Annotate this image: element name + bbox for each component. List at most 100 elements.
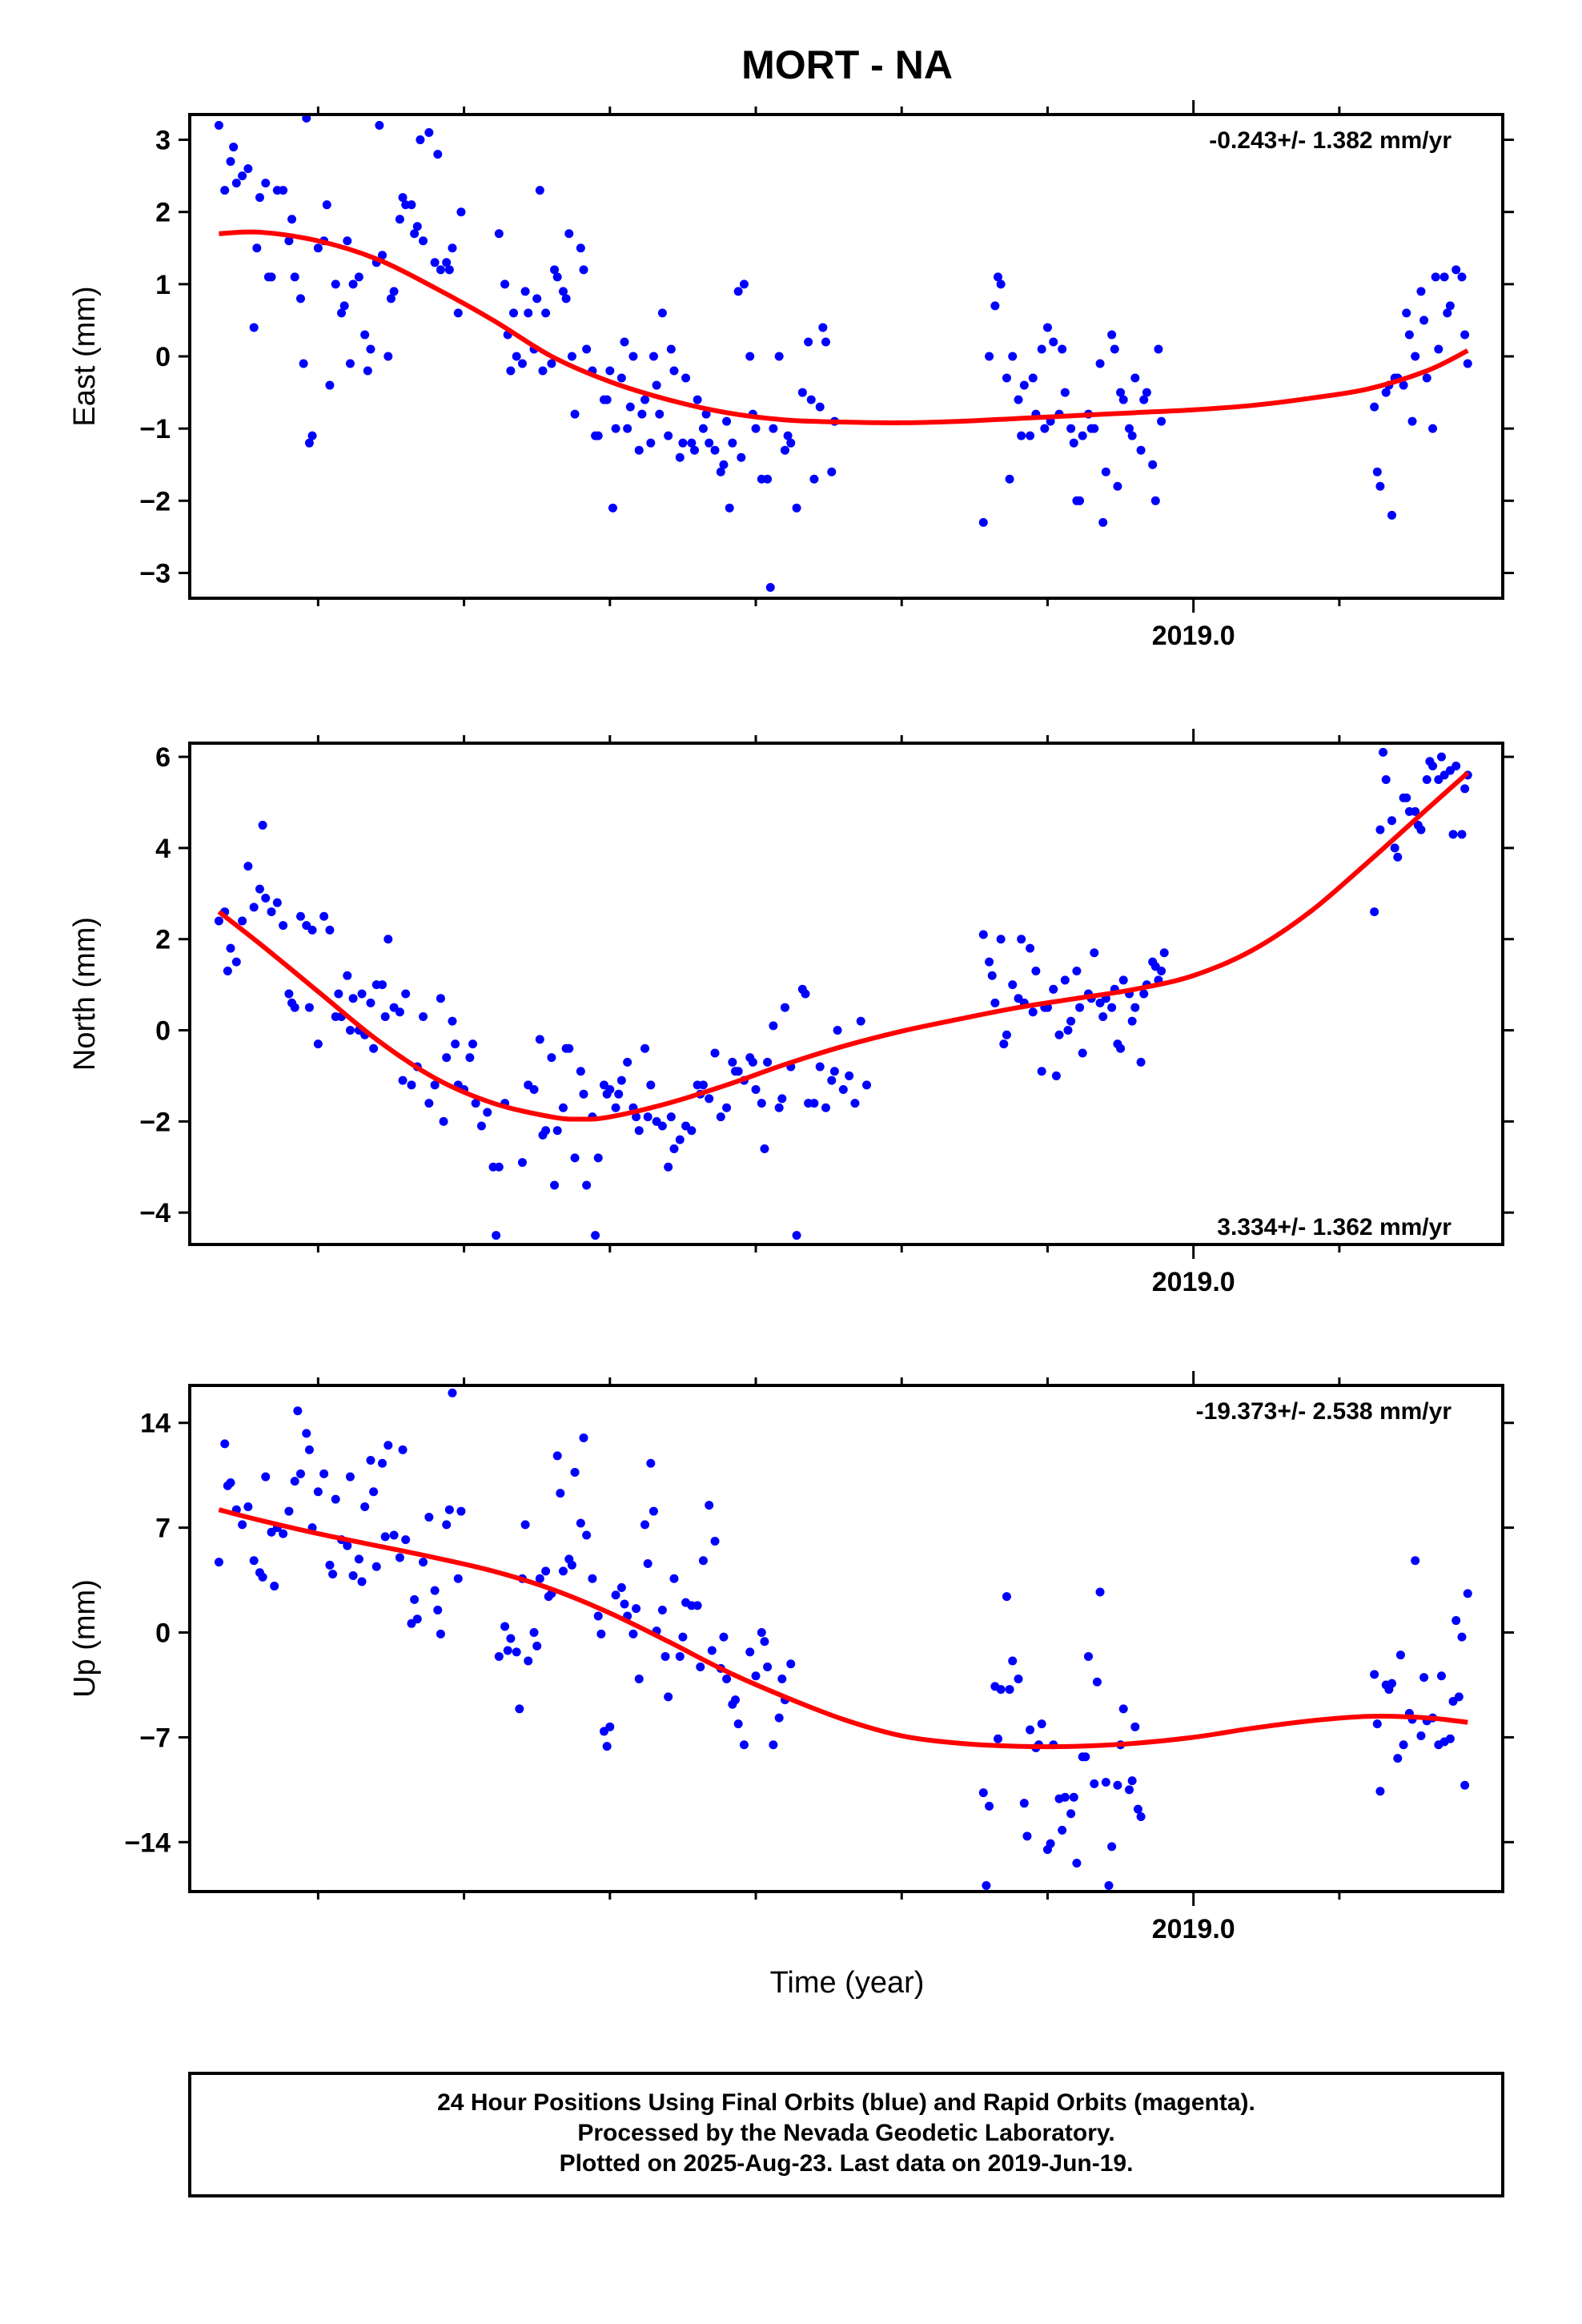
data-point <box>1136 1812 1146 1822</box>
data-point <box>1452 761 1461 770</box>
data-point <box>719 1632 729 1642</box>
y-tick-label: 2 <box>155 198 171 228</box>
data-point <box>669 1574 679 1583</box>
data-point <box>1139 989 1149 999</box>
data-point <box>769 1740 778 1750</box>
data-point <box>774 1103 784 1112</box>
data-point <box>643 1112 652 1122</box>
data-point <box>249 903 259 912</box>
data-point <box>1154 344 1163 354</box>
data-point <box>722 1674 732 1683</box>
data-point <box>1017 431 1026 440</box>
data-point <box>1051 1071 1061 1080</box>
data-point <box>357 1577 367 1586</box>
data-point <box>1028 1007 1038 1017</box>
data-point <box>623 424 632 433</box>
data-point <box>468 1039 478 1049</box>
x-tick-label: 2019.0 <box>1152 1267 1235 1297</box>
data-point <box>675 1651 685 1661</box>
data-point <box>1157 416 1166 426</box>
data-point <box>436 265 445 275</box>
data-point <box>611 1103 620 1112</box>
data-point <box>1008 352 1018 361</box>
data-point <box>1443 308 1452 318</box>
data-point <box>567 1560 576 1570</box>
data-point <box>1157 967 1166 976</box>
y-axis-label: North (mm) <box>68 917 102 1071</box>
data-point <box>1127 1016 1137 1026</box>
data-point <box>716 467 725 476</box>
data-point <box>675 452 685 462</box>
data-point <box>386 294 396 304</box>
data-point <box>620 1599 629 1609</box>
data-point <box>295 1469 305 1478</box>
data-point <box>728 438 737 448</box>
data-point <box>748 1057 757 1067</box>
data-point <box>576 243 585 253</box>
data-point <box>827 467 837 476</box>
rate-label: -0.243+/- 1.382 mm/yr <box>1209 127 1452 154</box>
data-point <box>751 424 761 433</box>
data-point <box>640 1043 650 1053</box>
plot-frame <box>188 1384 1504 1893</box>
data-point <box>552 1451 562 1461</box>
data-point <box>1407 416 1417 426</box>
data-point <box>623 1057 632 1067</box>
data-point <box>632 1604 641 1614</box>
data-point <box>1118 975 1128 985</box>
data-point <box>821 337 830 347</box>
data-point <box>602 1742 612 1751</box>
data-point <box>698 1556 708 1566</box>
data-point <box>821 1103 830 1112</box>
data-point <box>1454 1692 1464 1702</box>
data-point <box>763 474 773 484</box>
x-axis-label: Time (year) <box>770 1966 925 2000</box>
data-point <box>664 1692 673 1702</box>
data-point <box>616 1582 626 1592</box>
data-point <box>226 157 235 167</box>
data-point <box>570 1467 580 1477</box>
data-point <box>701 409 711 419</box>
data-point <box>547 359 556 368</box>
data-point <box>1090 424 1099 433</box>
data-point <box>412 222 422 231</box>
data-point <box>815 1062 825 1072</box>
data-point <box>1125 424 1134 433</box>
data-point <box>1060 975 1070 985</box>
data-point <box>331 1494 340 1504</box>
data-point <box>1375 481 1385 491</box>
data-point <box>657 308 667 318</box>
data-point <box>500 279 510 289</box>
data-point <box>1370 907 1379 917</box>
data-point <box>214 1558 223 1567</box>
data-point <box>1002 1592 1011 1602</box>
data-point <box>780 445 789 455</box>
data-point <box>786 438 796 448</box>
data-point <box>780 1003 789 1012</box>
chart-title: MORT - NA <box>741 42 953 87</box>
data-point <box>448 1388 457 1397</box>
data-point <box>769 424 778 433</box>
data-point <box>258 820 267 830</box>
data-point <box>410 1594 420 1604</box>
data-point <box>1150 496 1160 505</box>
data-point <box>1142 388 1151 397</box>
data-point <box>646 1458 656 1468</box>
data-point <box>1127 1776 1137 1786</box>
data-point <box>401 989 411 999</box>
data-point <box>1031 967 1041 976</box>
data-point <box>1370 1670 1379 1679</box>
data-point <box>424 1513 434 1522</box>
data-point <box>398 1076 408 1085</box>
rate-label: 3.334+/- 1.362 mm/yr <box>1217 1214 1452 1240</box>
data-point <box>751 1671 761 1681</box>
data-point <box>1028 373 1038 383</box>
data-point <box>532 294 542 304</box>
data-point <box>806 395 816 404</box>
data-point <box>678 1632 688 1642</box>
data-point <box>261 893 271 903</box>
data-point <box>987 971 997 980</box>
data-point <box>295 294 305 304</box>
data-point <box>698 424 708 433</box>
data-point <box>1428 424 1438 433</box>
